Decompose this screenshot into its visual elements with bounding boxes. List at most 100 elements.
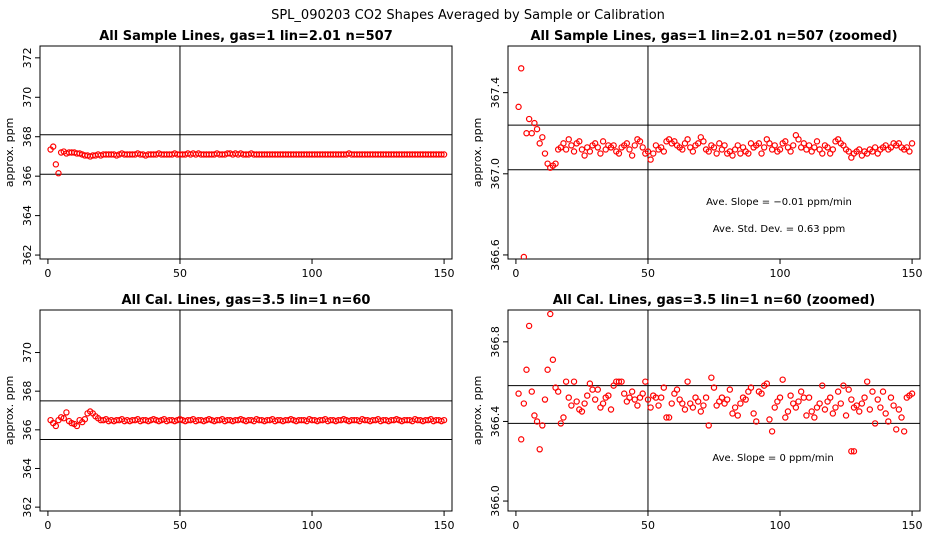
x-tick-label: 0	[512, 519, 519, 532]
data-point	[679, 400, 686, 407]
data-point	[549, 356, 557, 363]
data-point	[827, 394, 834, 401]
chart-annotation: Ave. Std. Dev. = 0.63 ppm	[713, 224, 845, 235]
data-point	[660, 148, 668, 155]
data-point	[845, 148, 852, 155]
data-point	[790, 142, 797, 149]
y-tick-label: 362	[21, 497, 34, 518]
data-point	[824, 144, 831, 151]
data-point	[834, 388, 842, 395]
page-title: SPL_090203 CO2 Shapes Averaged by Sample…	[271, 8, 665, 23]
data-point	[628, 152, 636, 159]
data-point	[813, 138, 821, 145]
data-point	[539, 134, 546, 141]
data-point	[869, 388, 876, 395]
y-tick-label: 366	[21, 419, 34, 440]
data-point	[626, 146, 633, 153]
plot-frame	[39, 309, 453, 512]
data-point	[771, 404, 778, 411]
y-tick-label: 364	[21, 205, 34, 226]
data-point	[621, 390, 628, 397]
data-point	[562, 146, 570, 153]
data-point	[853, 402, 860, 409]
y-tick-label: 367.0	[489, 158, 502, 190]
data-point	[520, 253, 528, 259]
data-point	[895, 406, 903, 413]
data-point	[576, 138, 583, 145]
data-point	[50, 143, 57, 150]
data-point	[631, 142, 638, 149]
data-point	[797, 388, 805, 395]
data-point	[697, 408, 704, 415]
data-point	[737, 150, 744, 157]
data-point	[708, 374, 715, 381]
data-point	[523, 366, 530, 373]
y-tick-label: 366.8	[489, 326, 502, 358]
data-point	[776, 394, 784, 401]
y-tick-label: 372	[21, 47, 34, 68]
x-tick-label: 0	[512, 267, 519, 280]
data-point	[750, 410, 757, 417]
data-point	[673, 386, 681, 393]
data-point	[787, 148, 794, 155]
data-point	[644, 396, 652, 403]
data-point	[850, 448, 858, 455]
data-point	[594, 386, 601, 393]
data-point	[795, 136, 802, 143]
data-point	[742, 396, 749, 403]
data-point	[758, 150, 765, 157]
data-point	[63, 409, 70, 416]
data-point	[655, 402, 662, 409]
data-point	[647, 404, 654, 411]
data-point	[528, 130, 535, 137]
data-point	[647, 156, 654, 163]
data-point	[811, 414, 818, 421]
data-point	[660, 384, 668, 391]
y-tick-label: 370	[21, 342, 34, 363]
y-tick-label: 366.0	[489, 485, 502, 517]
data-point	[523, 130, 530, 137]
data-point	[618, 378, 625, 385]
data-point	[713, 150, 720, 157]
data-point	[874, 396, 881, 403]
data-point	[882, 410, 889, 417]
data-point	[782, 414, 789, 421]
data-point	[539, 422, 546, 429]
data-point	[586, 380, 594, 387]
data-point	[554, 388, 562, 395]
data-point	[518, 436, 525, 443]
x-tick-label: 100	[302, 267, 323, 280]
data-point	[531, 119, 538, 127]
data-point	[628, 388, 636, 395]
data-point	[700, 402, 707, 409]
data-point	[689, 404, 697, 411]
data-point	[440, 416, 448, 424]
data-point	[729, 152, 736, 159]
data-point	[531, 412, 538, 419]
data-point	[599, 138, 607, 145]
x-tick-label: 150	[434, 519, 455, 532]
data-point	[525, 115, 533, 123]
y-tick-label: 366.6	[489, 239, 502, 271]
data-point	[705, 148, 712, 155]
chart-panel-3: All Cal. Lines, gas=3.5 lin=1 n=60 0 50 100…	[3, 293, 455, 532]
data-points	[47, 143, 448, 177]
data-points	[515, 310, 916, 455]
data-point	[803, 412, 810, 419]
x-tick-label: 50	[641, 267, 655, 280]
data-point	[642, 378, 649, 385]
data-point	[787, 392, 794, 399]
data-point	[570, 378, 578, 385]
data-point	[702, 394, 710, 401]
y-tick-label: 367.4	[489, 77, 502, 109]
chart-panel-1: All Sample Lines, gas=1 lin=2.01 n=507 0 5…	[3, 29, 455, 280]
data-point	[898, 414, 905, 421]
chart-title: All Cal. Lines, gas=3.5 lin=1 n=60	[122, 293, 371, 308]
chart-title: All Sample Lines, gas=1 lin=2.01 n=507	[99, 29, 393, 44]
data-point	[848, 448, 855, 455]
data-point	[768, 428, 776, 435]
data-point	[745, 150, 752, 157]
data-point	[562, 378, 570, 385]
data-point	[900, 428, 908, 435]
